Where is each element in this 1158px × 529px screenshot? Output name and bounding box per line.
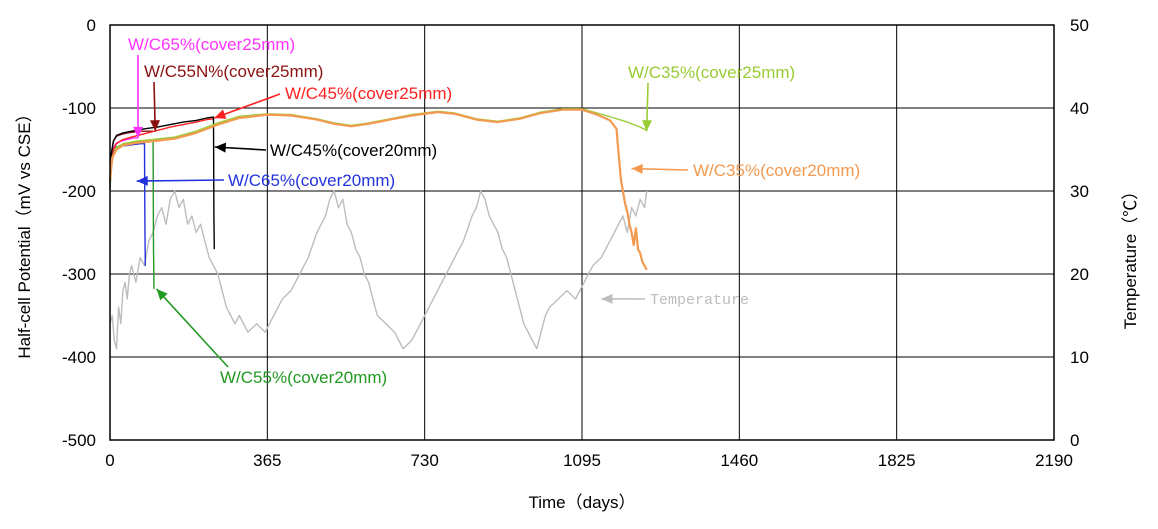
y-axis-ticks: 0 -100 -200 -300 -400 -500: [62, 16, 96, 450]
x-tick-label: 730: [410, 451, 438, 470]
annotation-arrowhead-wc45_20: [214, 142, 227, 153]
annotation-label-wc45_25: W/C45%(cover25mm): [285, 84, 452, 103]
annotation-arrowhead-wc45_25: [214, 109, 227, 119]
annotation-label-wc35_20: W/C35%(cover20mm): [693, 161, 860, 180]
annotation-arrow-wc55_20: [155, 288, 229, 368]
annotation-arrow-wc65_20: [136, 179, 225, 182]
series-line-wc45_20: [109, 116, 215, 250]
annotation-arrowhead-wc35_25: [641, 120, 652, 132]
annotation-label-wc65_25: W/C65%(cover25mm): [128, 35, 295, 54]
x-tick-label: 0: [105, 451, 114, 470]
annotation-arrowhead-wc65_25: [133, 126, 144, 138]
y2-tick-label: 0: [1070, 431, 1079, 450]
annotation-label-wc55n_25: W/C55N%(cover25mm): [144, 62, 323, 81]
y-tick-label: -400: [62, 348, 96, 367]
y2-axis-label: Temperature（℃）: [1121, 183, 1140, 329]
annotation-label-wc35_25: W/C35%(cover25mm): [628, 63, 795, 82]
x-tick-label: 2190: [1035, 451, 1073, 470]
data-series: [108, 108, 648, 350]
x-axis-ticks: 0 365 730 1095 1460 1825 2190: [105, 451, 1073, 470]
annotation-label-wc55_20: W/C55%(cover20mm): [220, 368, 387, 387]
annotation-arrowhead-wc35_20: [631, 163, 643, 174]
y-tick-label: -300: [62, 265, 96, 284]
series-line-wc45_25: [109, 118, 214, 185]
annotation-label-wc65_20: W/C65%(cover20mm): [228, 171, 395, 190]
annotation-arrowhead-temperature: [601, 293, 613, 304]
y2-axis-ticks: 50 40 30 20 10 0: [1070, 16, 1089, 450]
plot-frame: [109, 24, 1055, 441]
annotation-arrow-wc45_25: [214, 93, 281, 119]
x-axis-label: Time（days）: [528, 493, 635, 512]
annotation-arrowhead-wc55n_25: [149, 120, 160, 132]
y-tick-label: -200: [62, 182, 96, 201]
annotation-arrowhead-wc55_20: [156, 288, 168, 301]
series-line-wc35_20: [108, 108, 648, 271]
x-tick-label: 1825: [878, 451, 916, 470]
gridlines: [110, 25, 1054, 440]
y2-tick-label: 20: [1070, 265, 1089, 284]
y-tick-label: 0: [87, 16, 96, 35]
y2-tick-label: 50: [1070, 16, 1089, 35]
x-tick-label: 1460: [720, 451, 758, 470]
y2-tick-label: 30: [1070, 182, 1089, 201]
y-tick-label: -500: [62, 431, 96, 450]
series-line-temperature: [109, 190, 648, 350]
annotation-label-wc45_20: W/C45%(cover20mm): [270, 141, 437, 160]
series-annotations: W/C65%(cover25mm) W/C55N%(cover25mm) W/C45…: [128, 35, 860, 387]
annotation-arrowhead-wc65_20: [136, 175, 148, 186]
y2-tick-label: 40: [1070, 99, 1089, 118]
y-axis-label: Half-cell Potential（mV vs CSE）: [15, 105, 34, 358]
x-tick-label: 365: [253, 451, 281, 470]
y-tick-label: -100: [62, 99, 96, 118]
y2-tick-label: 10: [1070, 348, 1089, 367]
annotation-label-temperature: Temperature: [650, 292, 749, 309]
x-tick-label: 1095: [563, 451, 601, 470]
